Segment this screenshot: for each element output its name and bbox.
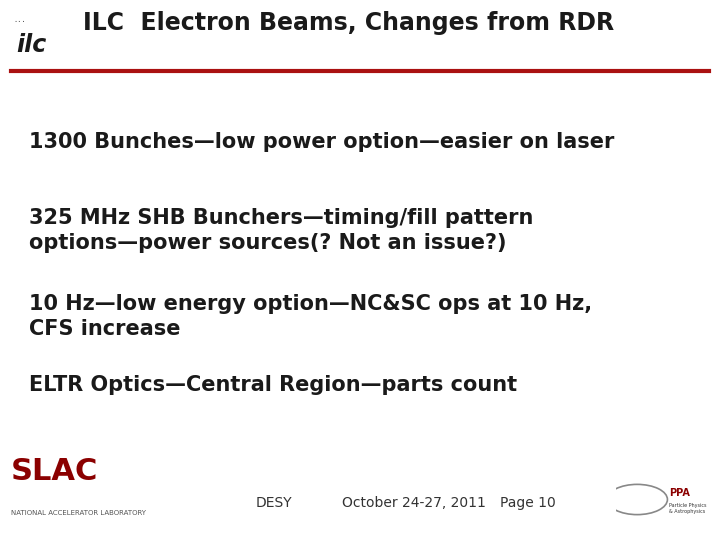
Text: ILC  Electron Beams, Changes from RDR: ILC Electron Beams, Changes from RDR [83, 11, 614, 35]
Text: 325 MHz SHB Bunchers—timing/fill pattern
options—power sources(? Not an issue?): 325 MHz SHB Bunchers—timing/fill pattern… [29, 208, 534, 253]
Text: DESY: DESY [256, 496, 292, 510]
Text: 10 Hz—low energy option—NC&SC ops at 10 Hz,
CFS increase: 10 Hz—low energy option—NC&SC ops at 10 … [29, 294, 592, 339]
Text: October 24-27, 2011: October 24-27, 2011 [342, 496, 486, 510]
Text: ...: ... [13, 17, 26, 23]
Text: ilc: ilc [16, 33, 46, 57]
Text: Page 10: Page 10 [500, 496, 556, 510]
Text: NATIONAL ACCELERATOR LABORATORY: NATIONAL ACCELERATOR LABORATORY [11, 510, 145, 516]
Text: 1300 Bunches—low power option—easier on laser: 1300 Bunches—low power option—easier on … [29, 132, 614, 152]
Text: Particle Physics
& Astrophysics: Particle Physics & Astrophysics [669, 503, 706, 514]
Text: SLAC: SLAC [11, 457, 98, 486]
Text: ELTR Optics—Central Region—parts count: ELTR Optics—Central Region—parts count [29, 375, 517, 395]
Text: PPA: PPA [669, 488, 690, 498]
